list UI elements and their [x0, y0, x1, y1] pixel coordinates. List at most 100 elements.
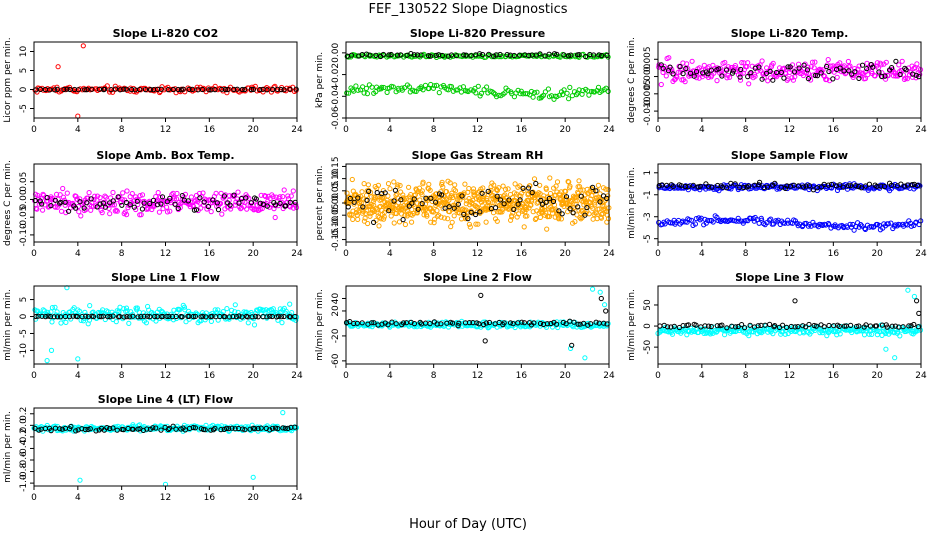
data-point: [110, 189, 116, 196]
data-point: [126, 320, 132, 326]
data-point: [908, 323, 914, 329]
data-point: [663, 73, 669, 79]
data-point: [359, 320, 365, 326]
data-point: [166, 425, 172, 431]
data-point: [685, 322, 692, 328]
data-point: [107, 211, 113, 217]
data-point: [897, 71, 903, 78]
data-point: [94, 204, 100, 210]
data-point: [529, 190, 535, 196]
data-point: [561, 87, 567, 93]
data-point: [742, 325, 748, 331]
data-point: [441, 215, 447, 221]
data-point: [94, 193, 101, 199]
data-point: [801, 62, 807, 68]
data-point: [757, 179, 763, 185]
data-point: [878, 62, 884, 68]
data-point: [363, 85, 369, 92]
data-point: [54, 314, 61, 320]
data-point: [806, 183, 813, 189]
data-point: [517, 197, 523, 203]
data-point: [683, 65, 689, 72]
data-point: [782, 185, 789, 191]
data-point: [810, 219, 816, 225]
data-point: [705, 74, 712, 81]
data-point: [759, 76, 765, 82]
data-point: [367, 52, 373, 58]
data-point: [268, 89, 274, 95]
data-point: [533, 180, 539, 187]
data-point: [426, 181, 432, 187]
data-point: [47, 87, 53, 93]
data-point: [349, 176, 355, 183]
data-point: [563, 321, 569, 327]
y-tick-label: 5: [19, 68, 29, 74]
data-point: [800, 323, 806, 329]
data-point: [603, 308, 609, 314]
data-point: [724, 75, 730, 81]
data-point: [258, 425, 264, 431]
data-point: [141, 313, 147, 319]
data-point: [889, 323, 895, 329]
data-point: [400, 320, 407, 326]
data-point: [52, 197, 58, 203]
data-point: [351, 320, 357, 327]
data-point: [600, 193, 607, 199]
data-point: [144, 426, 150, 432]
data-point: [419, 201, 425, 207]
data-point: [158, 427, 164, 433]
data-point: [433, 52, 439, 58]
data-point: [483, 320, 489, 326]
data-point: [379, 84, 385, 91]
data-point: [708, 323, 714, 330]
data-point: [120, 427, 127, 433]
data-point: [366, 188, 372, 194]
data-point: [212, 83, 218, 89]
data-point: [575, 204, 581, 210]
data-point: [542, 53, 548, 59]
data-point: [421, 212, 427, 218]
data-point: [244, 206, 250, 212]
data-point: [124, 212, 130, 218]
data-point: [682, 219, 688, 225]
data-point: [381, 214, 387, 220]
data-point: [219, 86, 225, 92]
data-point: [248, 86, 254, 93]
data-point: [283, 203, 289, 209]
data-point: [588, 321, 594, 327]
data-point: [494, 187, 501, 193]
data-point: [660, 65, 666, 71]
data-point: [287, 86, 293, 92]
y-axis-label: ml/min per min.: [3, 289, 13, 361]
data-point: [360, 204, 366, 210]
data-point: [892, 355, 898, 361]
data-point: [741, 184, 747, 191]
x-tick-label: 4: [387, 371, 393, 381]
data-point: [748, 70, 754, 76]
series-hourly: [343, 292, 610, 348]
data-point: [908, 223, 915, 229]
data-point: [884, 324, 890, 330]
data-point: [595, 182, 602, 188]
data-point: [411, 196, 417, 202]
panel-3: Slope Li-820 Temp. degrees C per min. 0 4 8 1…: [627, 27, 927, 135]
data-point: [355, 216, 361, 222]
data-point: [48, 347, 55, 353]
series-hourly: [657, 298, 922, 331]
data-point: [283, 308, 289, 314]
data-point: [858, 185, 865, 191]
data-point: [139, 206, 145, 212]
data-point: [841, 63, 847, 69]
series-hourly: [32, 192, 298, 214]
data-point: [497, 197, 503, 203]
data-point: [143, 320, 149, 326]
data-point: [824, 63, 830, 70]
data-point: [129, 86, 135, 93]
data-point: [238, 205, 244, 211]
y-tick-label: -0.8: [19, 463, 29, 481]
data-point: [202, 427, 208, 433]
data-point: [107, 425, 113, 432]
data-point: [580, 88, 586, 94]
data-point: [500, 183, 506, 189]
